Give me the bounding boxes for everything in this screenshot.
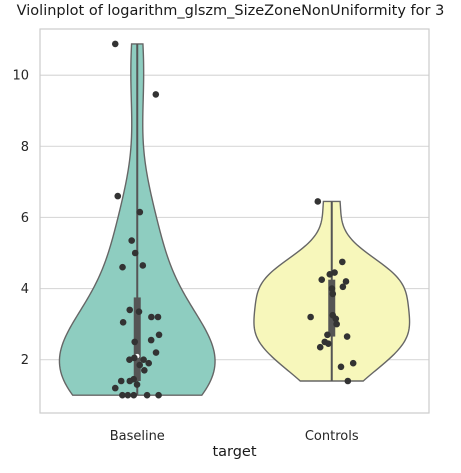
data-point bbox=[332, 315, 340, 323]
iqr-box bbox=[133, 297, 141, 381]
data-point bbox=[119, 391, 126, 399]
data-point bbox=[126, 377, 134, 385]
chart-title: Violinplot of logarithm_glszm_SizeZoneNo… bbox=[16, 3, 445, 19]
data-point bbox=[131, 338, 138, 346]
data-point bbox=[135, 308, 143, 315]
data-point bbox=[152, 91, 160, 98]
y-tick-label: 2 bbox=[21, 353, 29, 368]
data-point bbox=[140, 356, 147, 363]
x-axis-label: target bbox=[212, 444, 257, 460]
data-point bbox=[343, 333, 351, 340]
data-point bbox=[154, 313, 162, 321]
data-point bbox=[339, 283, 347, 291]
data-point bbox=[344, 377, 352, 385]
data-point bbox=[337, 363, 345, 371]
data-point bbox=[119, 263, 126, 271]
data-point bbox=[141, 367, 148, 374]
data-point bbox=[316, 343, 324, 351]
data-point bbox=[139, 262, 147, 269]
data-point bbox=[325, 340, 332, 347]
data-point bbox=[328, 285, 336, 292]
data-point bbox=[124, 391, 132, 399]
x-tick-label: Controls bbox=[305, 429, 359, 444]
data-point bbox=[152, 349, 160, 356]
data-point bbox=[133, 381, 141, 388]
y-tick-label: 6 bbox=[21, 211, 29, 226]
data-point bbox=[155, 331, 163, 339]
data-point bbox=[339, 258, 346, 266]
data-point bbox=[111, 40, 119, 48]
data-point bbox=[148, 313, 155, 321]
data-point bbox=[131, 249, 139, 257]
data-point bbox=[136, 361, 144, 369]
data-point bbox=[326, 271, 334, 278]
data-point bbox=[126, 356, 133, 363]
y-tick-label: 10 bbox=[12, 69, 29, 84]
data-point bbox=[318, 276, 326, 283]
data-point bbox=[128, 237, 135, 244]
data-point bbox=[324, 331, 331, 339]
data-point bbox=[349, 359, 357, 367]
iqr-box bbox=[328, 279, 336, 337]
data-point bbox=[126, 306, 134, 314]
data-point bbox=[147, 336, 155, 344]
data-point bbox=[117, 377, 125, 385]
data-point bbox=[143, 391, 151, 399]
data-point bbox=[342, 278, 350, 285]
data-point bbox=[136, 208, 144, 216]
data-point bbox=[130, 391, 138, 399]
data-point bbox=[145, 359, 153, 367]
y-tick-label: 4 bbox=[21, 282, 29, 297]
data-point bbox=[119, 319, 127, 326]
plot-frame bbox=[39, 28, 430, 414]
data-point bbox=[155, 391, 162, 399]
data-point bbox=[307, 313, 314, 321]
data-point bbox=[114, 192, 122, 200]
data-point bbox=[314, 198, 322, 205]
data-point bbox=[111, 384, 119, 392]
data-point bbox=[333, 320, 340, 328]
x-tick-label: Baseline bbox=[110, 429, 165, 444]
y-tick-label: 8 bbox=[21, 140, 29, 155]
data-point bbox=[329, 290, 337, 298]
